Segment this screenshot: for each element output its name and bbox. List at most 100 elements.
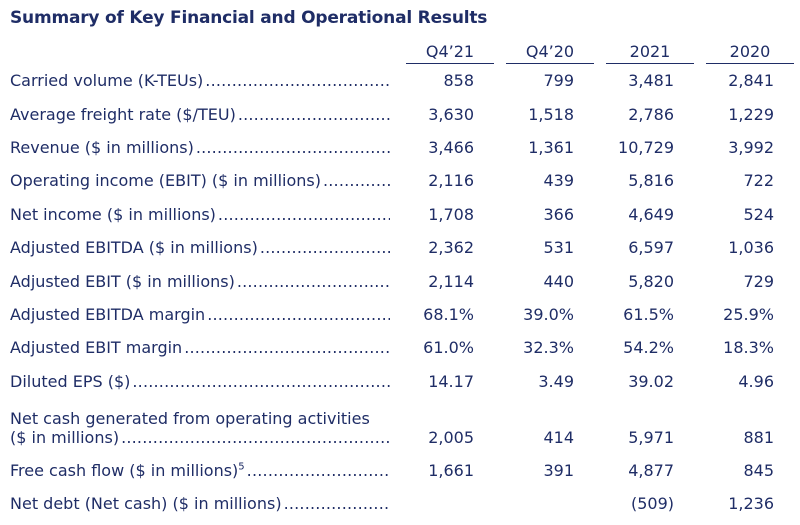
- row-label: Diluted EPS ($): [10, 371, 131, 391]
- cell-value-q4-20: 1,518: [528, 104, 574, 124]
- table-row: Diluted EPS ($) 14.17 3.49 39.02 4.96: [10, 365, 794, 398]
- row-label: Average freight rate ($/TEU): [10, 104, 236, 124]
- cell-value-q4-21: 2,114: [428, 271, 474, 291]
- dot-leader: [238, 105, 390, 124]
- cell-value-2020: 881: [743, 427, 774, 447]
- row-label-cell: Carried volume (K-TEUs): [10, 71, 394, 90]
- row-label-cell: Adjusted EBITDA margin: [10, 305, 394, 324]
- cell-value-q4-20: 3.49: [538, 371, 574, 391]
- row-label-main: Average freight rate ($/TEU): [10, 105, 390, 124]
- row-label-main: Net income ($ in millions): [10, 205, 390, 224]
- row-label: Adjusted EBITDA margin: [10, 304, 206, 324]
- cell-value-q4-20: 391: [543, 461, 574, 481]
- dot-leader: [237, 272, 390, 291]
- column-header-2020: 2020: [694, 42, 794, 64]
- cell-value-q4-20: 1,361: [528, 137, 574, 157]
- cell-value-q4-21: 3,630: [428, 104, 474, 124]
- row-label-cell: Adjusted EBIT ($ in millions): [10, 272, 394, 291]
- cell-value-2021: 2,786: [628, 104, 674, 124]
- cell-value-q4-20: 440: [543, 271, 574, 291]
- dot-leader: [247, 461, 390, 480]
- cell-value-2020: 3,992: [728, 137, 774, 157]
- table-row: Free cash flow ($ in millions)5 1,661 39…: [10, 454, 794, 487]
- cell-value-2021: (509): [630, 494, 674, 514]
- table-row: Adjusted EBITDA ($ in millions) 2,362 53…: [10, 231, 794, 264]
- row-label: ($ in millions): [10, 427, 120, 447]
- cell-value-2021: 6,597: [628, 238, 674, 258]
- row-label-main: Adjusted EBIT margin: [10, 338, 390, 357]
- cell-value-2020: 1,229: [728, 104, 774, 124]
- row-label-main: Carried volume (K-TEUs): [10, 71, 390, 90]
- row-label-cell: Free cash flow ($ in millions)5: [10, 461, 394, 480]
- row-label-cell: Net cash generated from operating activi…: [10, 409, 394, 447]
- dot-leader: [260, 238, 390, 257]
- table-row: Revenue ($ in millions) 3,466 1,361 10,7…: [10, 131, 794, 164]
- table-row: Average freight rate ($/TEU) 3,630 1,518…: [10, 97, 794, 130]
- row-label-line1: Net cash generated from operating activi…: [10, 408, 370, 428]
- row-label: Operating income (EBIT) ($ in millions): [10, 171, 321, 191]
- results-table: Q4’21 Q4’20 2021 2020 Carried volume (K-…: [10, 35, 794, 521]
- cell-value-2021: 3,481: [628, 71, 674, 91]
- cell-value-q4-20: 32.3%: [523, 338, 574, 358]
- table-row: Carried volume (K-TEUs) 858 799 3,481 2,…: [10, 64, 794, 97]
- row-label-main: Adjusted EBIT ($ in millions): [10, 272, 390, 291]
- cell-value-q4-20: 531: [543, 238, 574, 258]
- dot-leader: [284, 494, 390, 513]
- row-label-main: Adjusted EBITDA ($ in millions): [10, 238, 390, 257]
- cell-value-q4-21: 3,466: [428, 137, 474, 157]
- dot-leader: [121, 428, 390, 447]
- row-label-main: Revenue ($ in millions): [10, 138, 390, 157]
- row-label-cell: Net debt (Net cash) ($ in millions): [10, 494, 394, 513]
- table-row: Adjusted EBIT ($ in millions) 2,114 440 …: [10, 264, 794, 297]
- dot-leader: [184, 338, 390, 357]
- cell-value-2020: 729: [743, 271, 774, 291]
- row-label-cell: Revenue ($ in millions): [10, 138, 394, 157]
- footnote-marker: 5: [238, 461, 245, 473]
- cell-value-2021: 4,877: [628, 461, 674, 481]
- table-row: Adjusted EBITDA margin 68.1% 39.0% 61.5%…: [10, 298, 794, 331]
- page-title: Summary of Key Financial and Operational…: [10, 8, 488, 28]
- cell-value-2021: 10,729: [618, 137, 674, 157]
- cell-value-q4-21: 1,708: [428, 204, 474, 224]
- cell-value-2021: 61.5%: [623, 304, 674, 324]
- row-label-cell: Adjusted EBITDA ($ in millions): [10, 238, 394, 257]
- cell-value-q4-21: 68.1%: [423, 304, 474, 324]
- row-label-cell: Average freight rate ($/TEU): [10, 105, 394, 124]
- cell-value-q4-20: 39.0%: [523, 304, 574, 324]
- cell-value-2021: 5,820: [628, 271, 674, 291]
- cell-value-2020: 845: [743, 461, 774, 481]
- dot-leader: [323, 171, 390, 190]
- table-row: Adjusted EBIT margin 61.0% 32.3% 54.2% 1…: [10, 331, 794, 364]
- cell-value-2020: 1,036: [728, 238, 774, 258]
- cell-value-q4-21: 2,362: [428, 238, 474, 258]
- row-label-main: Adjusted EBITDA margin: [10, 305, 390, 324]
- dot-leader: [205, 71, 390, 90]
- cell-value-q4-21: 858: [443, 71, 474, 91]
- row-label: Adjusted EBITDA ($ in millions): [10, 238, 258, 258]
- cell-value-2020: 722: [743, 171, 774, 191]
- row-label: Net income ($ in millions): [10, 204, 216, 224]
- column-header-label: 2020: [706, 42, 794, 64]
- cell-value-q4-21: 14.17: [428, 371, 474, 391]
- cell-value-q4-21: 61.0%: [423, 338, 474, 358]
- cell-value-2020: 1,236: [728, 494, 774, 514]
- cell-value-2021: 54.2%: [623, 338, 674, 358]
- row-label-main: ($ in millions): [10, 428, 390, 447]
- column-header-q4-20: Q4’20: [494, 42, 594, 64]
- cell-value-2021: 5,971: [628, 427, 674, 447]
- table-row: Net debt (Net cash) ($ in millions) (509…: [10, 487, 794, 520]
- row-label-main: Diluted EPS ($): [10, 372, 390, 391]
- cell-value-2021: 4,649: [628, 204, 674, 224]
- cell-value-2020: 25.9%: [723, 304, 774, 324]
- row-label-main: Net debt (Net cash) ($ in millions): [10, 494, 390, 513]
- row-label: Free cash flow ($ in millions)5: [10, 461, 245, 481]
- row-label: Adjusted EBIT margin: [10, 338, 183, 358]
- table-row: Net cash generated from operating activi…: [10, 398, 794, 454]
- cell-value-2020: 4.96: [738, 371, 774, 391]
- column-header-label: Q4’21: [406, 42, 494, 64]
- cell-value-2020: 2,841: [728, 71, 774, 91]
- cell-value-2020: 524: [743, 204, 774, 224]
- cell-value-q4-21: 2,116: [428, 171, 474, 191]
- cell-value-q4-21: 1,661: [428, 461, 474, 481]
- cell-value-q4-20: 439: [543, 171, 574, 191]
